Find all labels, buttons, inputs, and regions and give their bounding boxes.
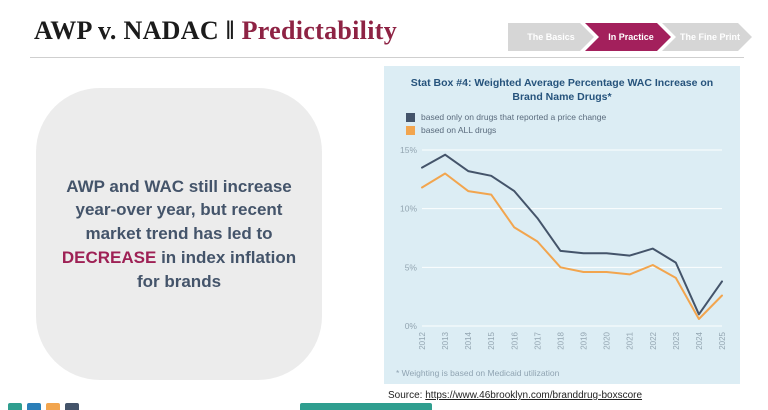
svg-text:2023: 2023 (672, 332, 681, 350)
stat-box-panel: Stat Box #4: Weighted Average Percentage… (384, 66, 740, 384)
footer-logo-block (8, 403, 22, 410)
svg-text:2022: 2022 (649, 332, 658, 350)
legend-item: based on ALL drugs (406, 125, 732, 135)
svg-text:2017: 2017 (533, 332, 542, 350)
svg-text:10%: 10% (400, 204, 417, 214)
svg-text:0%: 0% (405, 321, 418, 331)
callout-highlight: DECREASE (61, 247, 157, 267)
svg-text:2024: 2024 (695, 332, 704, 350)
footer-logo-block (46, 403, 60, 410)
chart-title: Stat Box #4: Weighted Average Percentage… (410, 77, 714, 104)
svg-text:2019: 2019 (580, 332, 589, 350)
footer-bar (300, 403, 432, 410)
breadcrumb: The Basics In Practice The Fine Print (508, 23, 752, 51)
svg-text:2018: 2018 (556, 332, 565, 350)
callout-text-before: AWP and WAC still increase year-over yea… (66, 176, 292, 244)
footer-logo-block (65, 403, 79, 410)
page-title-accent: Predictability (241, 16, 397, 45)
chart-legend: based only on drugs that reported a pric… (406, 112, 732, 138)
callout-text-after: in index inflation for brands (136, 247, 297, 291)
svg-text:2016: 2016 (510, 332, 519, 350)
legend-swatch (406, 125, 415, 135)
source-line: Source: https://www.46brooklyn.com/brand… (388, 390, 642, 401)
svg-text:15%: 15% (400, 145, 417, 155)
svg-text:5%: 5% (405, 263, 418, 273)
svg-text:2015: 2015 (487, 332, 496, 350)
svg-text:2020: 2020 (603, 332, 612, 350)
svg-text:2013: 2013 (441, 332, 450, 350)
legend-swatch (406, 112, 415, 122)
legend-label: based only on drugs that reported a pric… (421, 112, 607, 123)
legend-label: based on ALL drugs (421, 125, 497, 136)
svg-text:2014: 2014 (464, 332, 473, 350)
breadcrumb-in-practice[interactable]: In Practice (585, 23, 671, 51)
callout-text: AWP and WAC still increase year-over yea… (54, 175, 304, 294)
page-title-separator: ‖ (225, 16, 235, 45)
legend-item: based only on drugs that reported a pric… (406, 112, 732, 122)
chart-footnote: * Weighting is based on Medicaid utiliza… (396, 368, 560, 378)
source-label: Source: (388, 390, 426, 401)
breadcrumb-the-basics[interactable]: The Basics (508, 23, 594, 51)
svg-text:2021: 2021 (626, 332, 635, 350)
svg-text:2025: 2025 (718, 332, 727, 350)
callout-bubble: AWP and WAC still increase year-over yea… (36, 88, 322, 380)
header-divider (30, 57, 744, 58)
footer-logo-strip (8, 403, 79, 410)
breadcrumb-the-fine-print[interactable]: The Fine Print (662, 23, 752, 51)
page-title-main: AWP v. NADAC (34, 16, 219, 45)
svg-text:2012: 2012 (418, 332, 427, 350)
footer-logo-block (27, 403, 41, 410)
source-link[interactable]: https://www.46brooklyn.com/branddrug-box… (425, 390, 643, 401)
page-title: AWP v. NADAC ‖ Predictability (34, 16, 397, 46)
line-chart: 0% 5% 10% 15% 2012 2013 2014 2015 2016 2017 2018 20… (400, 145, 727, 350)
